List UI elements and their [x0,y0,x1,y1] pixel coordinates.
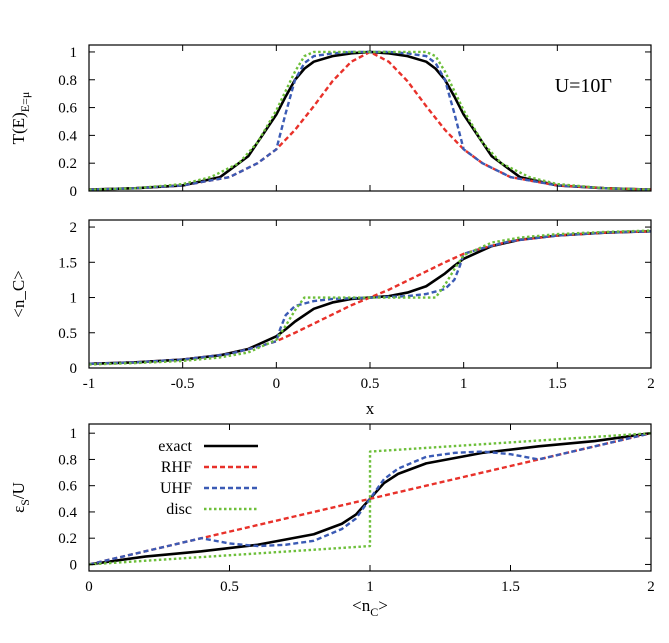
y-tick-label: 1 [70,45,78,61]
y-tick-label: 1 [70,426,78,442]
y-tick-label: 0.6 [58,479,77,495]
series-line-rhf [89,50,651,191]
interaction-strength-annotation: U=10Γ [555,75,612,97]
y-axis-label: T(E)E=μ [9,92,32,145]
legend: exact RHF UHF disc [158,438,258,518]
y-tick-label: 0.4 [58,505,77,521]
plot-frame [88,44,652,192]
series-line-disc [89,229,651,366]
x-tick-label: 1.5 [501,579,520,595]
series-line-uhf [89,50,651,191]
x-axis-label: <nC> [352,596,388,619]
y-tick-label: 0.6 [58,101,77,117]
energy-panel: 0 0.5 1 1.5 2 0 0.2 0.4 0.6 0.8 1 εS/U <nC> exact RHF U… [9,423,655,619]
y-tick-label: 0.2 [58,156,77,172]
plot-frame [88,219,652,369]
y-tick-label: 0.5 [58,326,77,342]
legend-label-exact: exact [158,438,192,455]
y-tick-label: 1.5 [58,255,77,271]
transmission-panel: 0 0.2 0.4 0.6 0.8 1 T(E)E=μ U=10Γ [9,44,652,200]
y-tick-label: 0 [70,557,78,573]
x-tick-label: 0.5 [361,376,380,392]
x-axis-label: x [366,399,375,418]
series-line-disc [89,50,651,191]
series-line-disc [89,431,651,566]
x-tick-label: 1.5 [548,376,567,392]
legend-label-disc: disc [166,501,192,518]
legend-label-uhf: UHF [160,480,192,497]
series-line-exact [89,50,651,191]
legend-label-rhf: RHF [161,459,192,476]
y-tick-label: 0.2 [58,531,77,547]
y-axis-label: <n_C> [9,270,28,318]
y-tick-label: 0 [70,361,78,377]
series-line-uhf [89,432,651,566]
y-axis-label: εS/U [9,482,32,513]
y-tick-label: 1 [70,291,78,307]
x-tick-label: 2 [647,376,655,392]
y-tick-label: 0.8 [58,73,77,89]
y-tick-label: 2 [70,220,78,236]
x-tick-label: -1 [83,376,96,392]
y-tick-label: 0.8 [58,452,77,468]
x-tick-label: 1 [366,579,374,595]
x-tick-label: 2 [647,579,655,595]
x-tick-label: 0.5 [220,579,239,595]
y-tick-label: 0.4 [58,128,77,144]
x-tick-label: 0 [273,376,281,392]
x-tick-label: -0.5 [171,376,195,392]
y-tick-label: 0 [70,184,78,200]
occupation-panel: -1 -0.5 0 0.5 1 1.5 2 0 0.5 1 1.5 2 <n_C>x [9,219,655,418]
x-tick-label: 1 [460,376,468,392]
x-tick-label: 0 [85,579,93,595]
